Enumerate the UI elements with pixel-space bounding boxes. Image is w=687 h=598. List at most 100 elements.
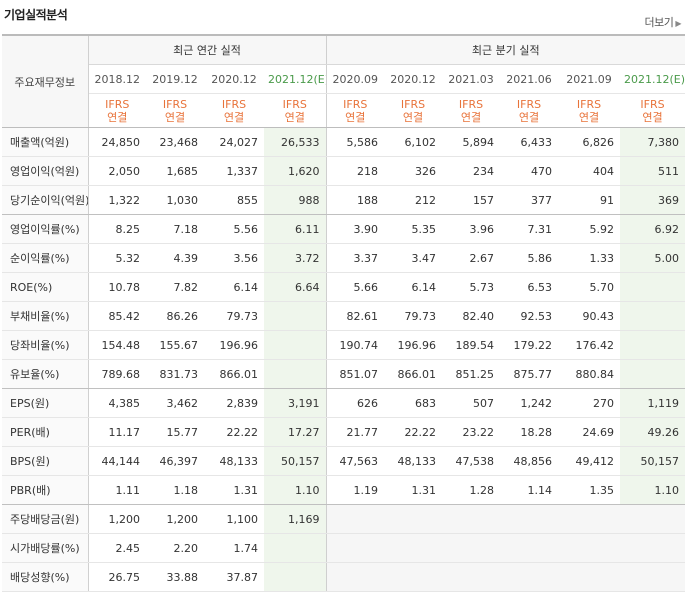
table-cell: 5.86: [500, 243, 559, 273]
ifrs-bottom: 연결: [164, 110, 186, 124]
table-cell: 6,102: [384, 127, 443, 157]
table-cell: 218: [325, 156, 385, 186]
table-cell: 3.90: [325, 214, 385, 244]
table-cell: 10.78: [88, 272, 146, 302]
table-cell: 3.96: [442, 214, 501, 244]
table-cell: 157: [442, 185, 501, 215]
table-row: PBR(배) 1.11 1.18 1.31 1.10 1.19 1.31 1.28 1.14 1.…: [2, 475, 686, 505]
ifrs-label: IFRS 연결: [500, 93, 559, 128]
table-cell: 5.73: [442, 272, 501, 302]
table-cell: 6,826: [558, 127, 621, 157]
table-cell: 8.25: [88, 214, 146, 244]
table-cell: 2,839: [204, 388, 264, 418]
table-cell: [264, 562, 327, 592]
table-cell: 831.73: [146, 359, 204, 389]
table-cell: 155.67: [146, 330, 204, 360]
ifrs-top: IFRS: [516, 97, 542, 111]
ifrs-bottom: 연결: [518, 110, 540, 124]
more-link[interactable]: 더보기 ▶: [644, 14, 681, 30]
table-cell: [384, 562, 443, 592]
ifrs-bottom: 연결: [642, 110, 663, 124]
period-header: 2018.12: [88, 64, 146, 94]
table-cell: 6.53: [500, 272, 559, 302]
period-header: 2021.06: [500, 64, 559, 94]
table-cell: 44,144: [88, 446, 146, 476]
table-cell: 47,563: [325, 446, 385, 476]
table-cell: 988: [264, 185, 327, 215]
ifrs-top: IFRS: [282, 97, 307, 111]
table-cell: 47,538: [442, 446, 501, 476]
table-cell: 82.61: [325, 301, 385, 331]
chevron-right-icon: ▶: [675, 19, 681, 28]
period-header: 2020.09: [325, 64, 385, 94]
period-header: 2021.03: [442, 64, 501, 94]
table-cell: 5,586: [325, 127, 385, 157]
table-cell: 154.48: [88, 330, 146, 360]
ifrs-top: IFRS: [400, 97, 426, 111]
table-cell: 3.72: [264, 243, 327, 273]
table-row: 매출액(억원) 24,850 23,468 24,027 26,533 5,586 6,10…: [2, 127, 686, 157]
row-label: 순이익률(%): [2, 243, 89, 273]
ifrs-top: IFRS: [221, 97, 247, 111]
table-cell: 1.31: [384, 475, 443, 505]
table-cell: 1,030: [146, 185, 204, 215]
row-label: PER(배): [2, 417, 89, 447]
table-cell: 626: [325, 388, 385, 418]
table-row: 주당배당금(원) 1,200 1,200 1,100 1,169: [2, 504, 686, 534]
table-cell: 50,157: [264, 446, 327, 476]
table-row: 당기순이익(억원) 1,322 1,030 855 988 188 212 157 377 91 3…: [2, 185, 686, 215]
table-cell: 1.11: [88, 475, 146, 505]
row-label: EPS(원): [2, 388, 89, 418]
table-cell: [500, 504, 559, 534]
table-cell: 1.14: [500, 475, 559, 505]
table-cell: 37.87: [204, 562, 264, 592]
table-cell: 1.28: [442, 475, 501, 505]
period-header: 2019.12: [146, 64, 204, 94]
table-cell: 789.68: [88, 359, 146, 389]
period-header: 2020.12: [384, 64, 443, 94]
table-cell: 179.22: [500, 330, 559, 360]
table-cell: 6.11: [264, 214, 327, 244]
table-cell: 7.18: [146, 214, 204, 244]
table-cell: 1.10: [264, 475, 327, 505]
table-cell: 3,191: [264, 388, 327, 418]
row-label: 영업이익(억원): [2, 156, 89, 186]
table-cell: 49.26: [620, 417, 686, 447]
table-cell: 6.14: [384, 272, 443, 302]
table-cell: [500, 562, 559, 592]
table-cell: 21.77: [325, 417, 385, 447]
table-cell: 1.10: [620, 475, 686, 505]
table-cell: [442, 562, 501, 592]
ifrs-label: IFRS 연결: [620, 93, 686, 128]
row-label: 당좌비율(%): [2, 330, 89, 360]
table-row: 배당성향(%) 26.75 33.88 37.87: [2, 562, 686, 592]
table-cell: 5.00: [620, 243, 686, 273]
table-cell: 270: [558, 388, 621, 418]
table-cell: 1.33: [558, 243, 621, 273]
table-cell: 6.14: [204, 272, 264, 302]
table-row: PER(배) 11.17 15.77 22.22 17.27 21.77 22.22 23.2…: [2, 417, 686, 447]
table-cell: [620, 301, 686, 331]
table-cell: 5.56: [204, 214, 264, 244]
table-cell: 470: [500, 156, 559, 186]
table-cell: 176.42: [558, 330, 621, 360]
table-cell: [558, 562, 621, 592]
period-header: 2021.12(E): [264, 64, 327, 94]
table-cell: [620, 359, 686, 389]
ifrs-top: IFRS: [162, 97, 188, 111]
table-cell: 24,850: [88, 127, 146, 157]
ifrs-top: IFRS: [105, 97, 130, 111]
ifrs-bottom: 연결: [223, 110, 245, 124]
table-cell: 85.42: [88, 301, 146, 331]
table-cell: 3,462: [146, 388, 204, 418]
table-row: 시가배당률(%) 2.45 2.20 1.74: [2, 533, 686, 563]
table-cell: 5.92: [558, 214, 621, 244]
table-cell: 15.77: [146, 417, 204, 447]
table-cell: 3.56: [204, 243, 264, 273]
table-cell: 3.47: [384, 243, 443, 273]
table-cell: 49,412: [558, 446, 621, 476]
table-cell: 866.01: [204, 359, 264, 389]
table-cell: 7.82: [146, 272, 204, 302]
ifrs-label: IFRS 연결: [146, 93, 204, 128]
